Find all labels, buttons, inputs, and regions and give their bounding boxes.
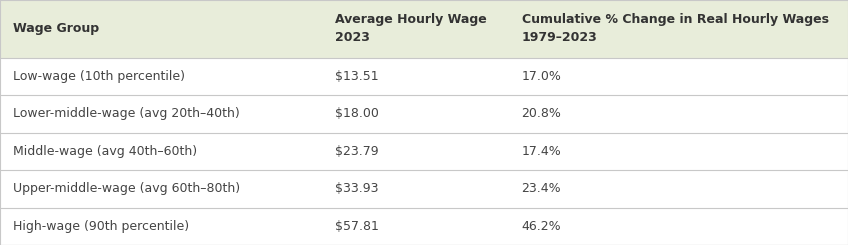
Text: High-wage (90th percentile): High-wage (90th percentile) [13,220,189,233]
Text: $57.81: $57.81 [335,220,379,233]
Bar [0,133,848,170]
Text: $33.93: $33.93 [335,182,378,195]
Text: 23.4%: 23.4% [522,182,561,195]
Text: Average Hourly Wage
2023: Average Hourly Wage 2023 [335,13,487,44]
Text: Low-wage (10th percentile): Low-wage (10th percentile) [13,70,185,83]
Text: $13.51: $13.51 [335,70,378,83]
Bar [0,95,848,133]
Text: Wage Group: Wage Group [13,22,99,35]
Bar [0,58,848,95]
Text: 20.8%: 20.8% [522,107,561,120]
Text: 17.4%: 17.4% [522,145,561,158]
Bar [0,170,848,208]
Text: Middle-wage (avg 40th–60th): Middle-wage (avg 40th–60th) [13,145,197,158]
Text: $18.00: $18.00 [335,107,379,120]
Text: Upper-middle-wage (avg 60th–80th): Upper-middle-wage (avg 60th–80th) [13,182,240,195]
Text: 46.2%: 46.2% [522,220,561,233]
Text: Cumulative % Change in Real Hourly Wages
1979–2023: Cumulative % Change in Real Hourly Wages… [522,13,828,44]
Text: Lower-middle-wage (avg 20th–40th): Lower-middle-wage (avg 20th–40th) [13,107,239,120]
Bar [0,0,848,58]
Text: 17.0%: 17.0% [522,70,561,83]
Bar [0,208,848,245]
Text: $23.79: $23.79 [335,145,378,158]
